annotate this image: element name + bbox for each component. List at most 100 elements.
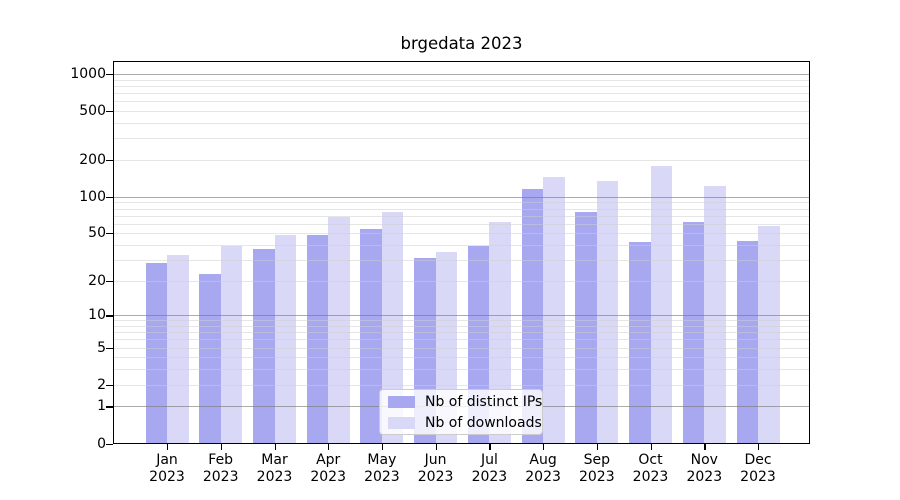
x-tick-month: Apr (316, 452, 341, 468)
bar-downloads (381, 211, 404, 444)
minor-gridline (114, 320, 809, 322)
major-gridline (114, 74, 809, 75)
x-tick-label: Jun 2023 (404, 452, 468, 485)
x-tick-label: Nov 2023 (672, 452, 736, 485)
y-tick-label: 500 (79, 103, 106, 119)
minor-gridline (114, 122, 809, 124)
y-tick-mark (106, 196, 113, 198)
x-tick-mark (274, 444, 276, 450)
x-tick-mark (220, 444, 222, 450)
x-tick-month: Feb (208, 452, 234, 468)
x-tick-month: Jun (424, 452, 447, 468)
x-tick-year: 2023 (364, 468, 400, 485)
x-tick-month: Jul (480, 452, 498, 468)
minor-gridline (114, 208, 809, 210)
x-tick-label: Aug 2023 (511, 452, 575, 485)
y-tick-mark (106, 443, 113, 445)
y-tick-mark (106, 384, 113, 386)
x-tick-label: Mar 2023 (243, 452, 307, 485)
minor-gridline (114, 369, 809, 371)
x-tick-year: 2023 (256, 468, 293, 485)
y-tick-mark (106, 406, 113, 408)
bar-distinct-ips (253, 248, 275, 444)
bar-distinct-ips (145, 263, 167, 444)
y-tick-label: 0 (97, 435, 106, 452)
y-tick-label: 200 (79, 151, 106, 168)
minor-gridline (114, 280, 809, 282)
x-tick-year: 2023 (525, 468, 561, 485)
major-gridline (114, 196, 809, 198)
x-tick-label: Sep 2023 (565, 452, 629, 485)
x-tick-mark (167, 444, 169, 450)
y-tick-mark (106, 111, 113, 113)
x-tick-month: Dec (744, 452, 772, 468)
x-tick-month: Mar (261, 452, 288, 468)
minor-gridline (114, 244, 809, 246)
y-tick-label: 1000 (70, 66, 106, 82)
minor-gridline (114, 202, 809, 204)
x-tick-label: Feb 2023 (189, 452, 253, 485)
x-tick-year: 2023 (310, 468, 346, 485)
y-tick-label: 5 (97, 339, 106, 356)
x-tick-mark (543, 444, 545, 450)
y-tick-mark (106, 74, 113, 76)
minor-gridline (114, 93, 809, 94)
x-tick-month: Nov (690, 452, 718, 468)
x-tick-mark (489, 444, 491, 450)
x-tick-mark (650, 444, 652, 450)
bar-downloads (220, 246, 243, 444)
minor-gridline (114, 384, 809, 386)
x-tick-mark (704, 444, 706, 450)
minor-gridline (114, 233, 809, 235)
y-tick-label: 1 (97, 398, 106, 415)
x-tick-year: 2023 (417, 468, 454, 485)
minor-gridline (114, 85, 809, 87)
legend-row: Nb of downloads (388, 414, 542, 432)
minor-gridline (114, 357, 809, 359)
bar-downloads (328, 217, 350, 444)
y-tick-label: 20 (88, 272, 106, 289)
minor-gridline (114, 215, 809, 217)
y-tick-label: 10 (88, 307, 106, 324)
major-gridline (114, 315, 809, 317)
bar-distinct-ips (360, 229, 382, 444)
y-tick-label: 50 (88, 225, 106, 242)
minor-gridline (114, 347, 809, 349)
bar-distinct-ips (736, 241, 758, 444)
x-tick-label: Jan 2023 (135, 452, 199, 485)
minor-gridline (114, 339, 809, 341)
y-tick-mark (106, 233, 113, 235)
y-tick-mark (106, 347, 113, 349)
bar-distinct-ips (521, 189, 544, 444)
legend-label-distinct-ips: Nb of distinct IPs (425, 393, 543, 410)
y-tick-mark (106, 280, 113, 282)
minor-gridline (114, 223, 809, 225)
x-tick-month: Oct (638, 452, 663, 468)
x-tick-mark (596, 444, 599, 450)
minor-gridline (114, 259, 809, 261)
x-tick-mark (328, 444, 330, 450)
legend-row: Nb of distinct IPs (388, 393, 542, 411)
bar-downloads (596, 180, 619, 444)
legend-swatch-distinct-ips (388, 395, 415, 408)
x-tick-month: Sep (583, 452, 610, 468)
bar-downloads (650, 165, 672, 444)
bar-distinct-ips (629, 242, 651, 444)
x-tick-label: Dec 2023 (726, 452, 790, 485)
bar-downloads (167, 254, 189, 444)
x-tick-month: May (367, 452, 397, 468)
minor-gridline (114, 159, 809, 161)
x-tick-month: Jan (156, 452, 178, 468)
minor-gridline (114, 101, 809, 103)
x-tick-mark (435, 444, 437, 450)
bar-distinct-ips (575, 211, 597, 444)
x-tick-year: 2023 (632, 468, 669, 485)
y-tick-mark (106, 315, 113, 317)
x-tick-year: 2023 (686, 468, 723, 485)
x-tick-mark (381, 444, 384, 450)
x-tick-label: Jul 2023 (457, 452, 521, 485)
bar-downloads (704, 186, 726, 444)
minor-gridline (114, 332, 809, 334)
x-tick-year: 2023 (202, 468, 239, 485)
